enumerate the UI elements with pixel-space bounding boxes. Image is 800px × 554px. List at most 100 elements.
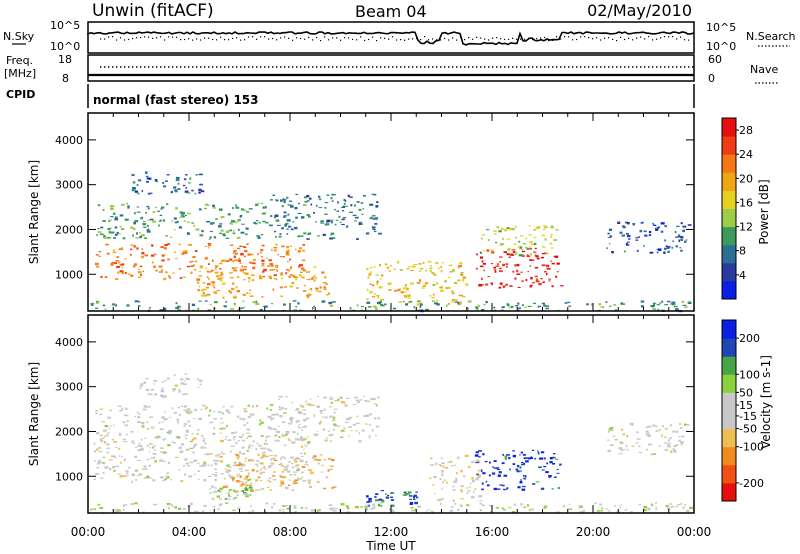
power-cell [514, 253, 517, 255]
power-cell [132, 234, 134, 237]
power-cell [261, 272, 265, 274]
velocity-cell [307, 441, 311, 444]
power-cell [160, 246, 164, 248]
velocity-cell [280, 462, 283, 465]
power-cell [648, 230, 652, 234]
velocity-cell [265, 439, 267, 442]
power-cell [246, 211, 250, 213]
velocity-cell [195, 510, 199, 512]
power-cell [238, 258, 241, 261]
velocity-cell [244, 487, 247, 489]
power-cell [273, 249, 277, 252]
power-cell [425, 282, 429, 285]
power-cell [212, 204, 215, 208]
velocity-cell [477, 474, 481, 477]
power-cell [409, 282, 414, 285]
nsearch-dot [688, 39, 690, 41]
power-cell [299, 235, 304, 237]
power-cell [261, 202, 264, 205]
power-cell [159, 219, 162, 222]
power-cell [287, 213, 290, 216]
colorbar-tick-label: 20 [739, 172, 753, 185]
power-cell [423, 284, 427, 286]
nsearch-dot [244, 39, 246, 41]
velocity-cell [606, 439, 610, 441]
velocity-cell [137, 459, 142, 461]
velocity-cell [477, 476, 480, 478]
velocity-cell [333, 416, 336, 419]
velocity-cell [281, 456, 285, 458]
power-cell [183, 178, 187, 181]
velocity-cell [324, 439, 328, 442]
nsearch-dot [576, 38, 578, 41]
power-cell [521, 280, 525, 282]
velocity-cell [256, 479, 259, 482]
power-cell [280, 295, 283, 297]
velocity-cell [173, 411, 177, 414]
power-cell [607, 232, 610, 235]
power-cell [239, 268, 242, 272]
velocity-cell [293, 507, 297, 509]
power-cell [149, 307, 151, 309]
velocity-cell [440, 498, 445, 500]
power-cell [261, 233, 264, 236]
power-cell [112, 249, 115, 251]
velocity-cell [278, 398, 280, 401]
power-cell [516, 273, 521, 275]
power-cell [167, 243, 171, 245]
velocity-cell [597, 510, 600, 512]
velocity-cell [266, 443, 268, 446]
x-tick-label: 00:00 [71, 525, 106, 539]
velocity-cell [672, 430, 676, 433]
power-cell [152, 211, 156, 213]
power-cell [204, 257, 208, 260]
power-cell [667, 250, 670, 253]
velocity-cell [103, 441, 106, 444]
velocity-cell [626, 435, 629, 438]
nsearch-dot [184, 38, 186, 41]
velocity-cell [163, 395, 167, 398]
velocity-cell [374, 417, 377, 420]
power-cell [137, 271, 142, 274]
power-cell [670, 303, 673, 305]
velocity-cell [385, 493, 387, 495]
power-cell [313, 279, 316, 282]
power-cell [207, 309, 211, 311]
velocity-cell [149, 443, 153, 445]
velocity-cell [365, 423, 368, 425]
velocity-cell [525, 457, 530, 459]
nsearch-dot [180, 39, 182, 41]
velocity-cell [184, 373, 188, 375]
nsearch-dot [492, 37, 494, 39]
velocity-cell [537, 452, 540, 455]
power-cell [487, 239, 490, 241]
nsearch-dot [228, 39, 230, 41]
velocity-cell [668, 439, 670, 442]
power-cell [218, 208, 223, 211]
power-cell [643, 245, 645, 247]
velocity-cell [293, 471, 297, 473]
velocity-cell [167, 444, 171, 447]
power-cell [445, 287, 449, 289]
velocity-cell [438, 499, 442, 502]
nsearch-dot [316, 36, 318, 39]
power-cell [371, 226, 376, 229]
velocity-cell [282, 505, 286, 507]
power-cell [600, 306, 604, 308]
velocity-cell [655, 502, 657, 504]
velocity-cell [680, 427, 683, 429]
velocity-cell [346, 417, 350, 421]
velocity-cell [320, 471, 323, 473]
power-cell [113, 237, 117, 239]
nsearch-dot [280, 37, 282, 39]
power-cell [396, 289, 401, 292]
colorbar-swatch [722, 482, 736, 502]
power-cell [220, 277, 224, 279]
velocity-cell [355, 399, 359, 402]
velocity-cell [653, 453, 656, 455]
power-cell [191, 189, 194, 192]
power-cell [404, 284, 407, 287]
velocity-cell [478, 450, 482, 452]
velocity-cell [120, 461, 122, 464]
